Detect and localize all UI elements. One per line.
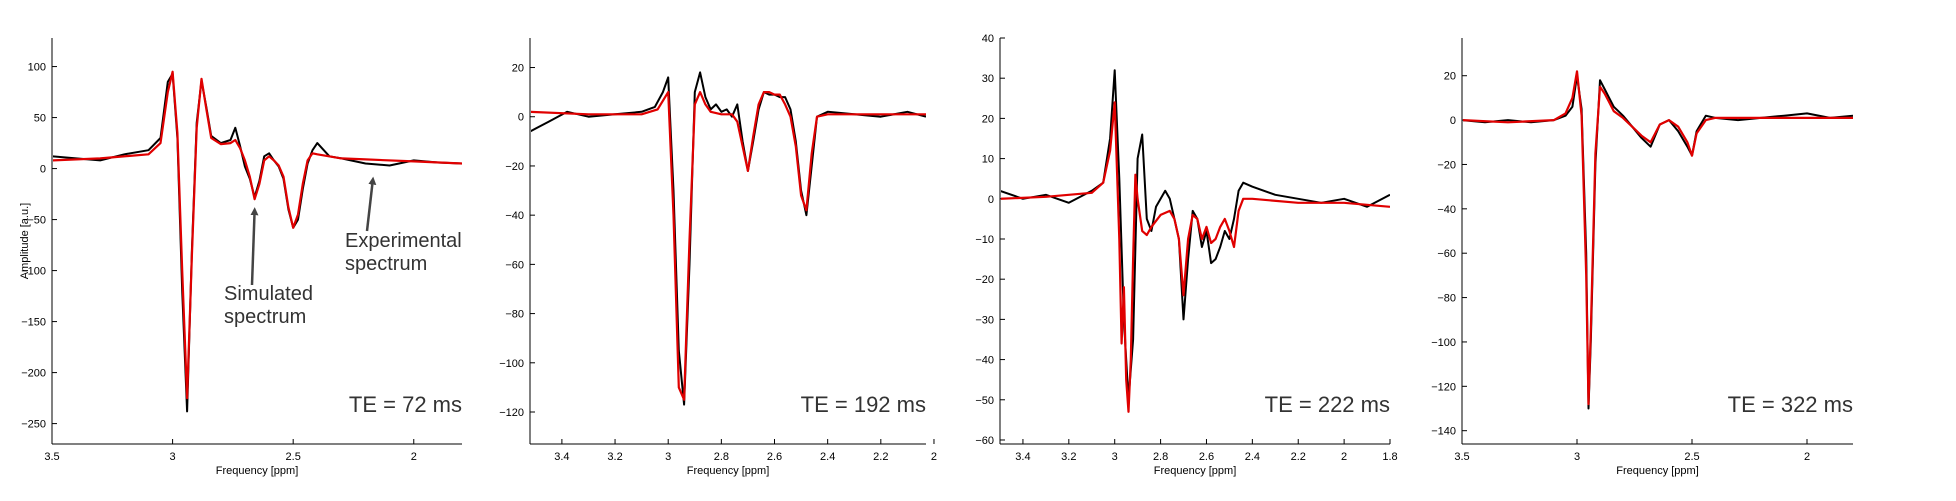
x-tick-label: 2.8 xyxy=(714,451,729,463)
x-tick-label: 2.6 xyxy=(767,451,782,463)
x-tick-label: 3.4 xyxy=(1015,451,1030,463)
y-tick-label: −50 xyxy=(27,215,46,227)
experimental-spectrum-line xyxy=(1463,74,1853,410)
y-tick-label: −60 xyxy=(1437,248,1456,260)
x-tick-label: 3 xyxy=(1112,451,1118,463)
y-tick-label: 20 xyxy=(512,63,524,75)
y-axis-title: Amplitude [a.u.] xyxy=(19,203,31,279)
y-tick-label: −80 xyxy=(1437,293,1456,305)
panel-1: 100 50 0 −50 −100 −150 −200 −250 3.5 3 2.5 2 Frequen… xyxy=(19,38,462,477)
y-tick-label: 0 xyxy=(988,194,994,206)
x-tick-label: 2.4 xyxy=(820,451,835,463)
y-tick-label: 20 xyxy=(1444,71,1456,83)
simulated-spectrum-line xyxy=(1001,101,1390,413)
x-tick-label: 1.8 xyxy=(1382,451,1397,463)
y-tick-label: 0 xyxy=(40,164,46,176)
x-tick-label: 2 xyxy=(411,451,417,463)
x-tick-label: 2 xyxy=(1341,451,1347,463)
x-tick-label: 3.2 xyxy=(607,451,622,463)
panel-4: 20 0 −20 −40 −60 −80 −100 −120 −140 3.5 3 2.5 2 Frequ… xyxy=(1431,38,1853,477)
x-tick-label: 2 xyxy=(931,451,937,463)
experimental-spectrum-line xyxy=(531,71,926,406)
annotation-text: spectrum xyxy=(224,306,306,328)
x-tick-label: 2.6 xyxy=(1199,451,1214,463)
annotation-text: spectrum xyxy=(345,253,427,275)
panel-2: 20 0 −20 −40 −60 −80 −100 −120 3.4 3.2 3 2.8 2.6 2.4 2… xyxy=(499,38,937,477)
y-tick-label: 40 xyxy=(982,33,994,45)
y-tick-label: −150 xyxy=(21,317,46,329)
x-tick-label: 2.4 xyxy=(1245,451,1260,463)
annotation-text: Experimental xyxy=(345,230,462,252)
y-tick-label: 0 xyxy=(518,112,524,124)
y-tick-label: −20 xyxy=(505,161,524,173)
te-label: TE = 192 ms xyxy=(801,392,926,417)
y-tick-label: 10 xyxy=(982,154,994,166)
simulated-spectrum-line xyxy=(531,91,926,401)
annotation-arrow xyxy=(365,176,377,232)
y-tick-label: −40 xyxy=(1437,204,1456,216)
x-axis-title: Frequency [ppm] xyxy=(216,465,299,477)
te-label: TE = 72 ms xyxy=(349,392,462,417)
x-tick-label: 3.5 xyxy=(44,451,59,463)
x-tick-label: 3 xyxy=(1574,451,1580,463)
x-tick-label: 3.2 xyxy=(1061,451,1076,463)
y-tick-label: 20 xyxy=(982,113,994,125)
x-tick-label: 3.5 xyxy=(1454,451,1469,463)
simulated-spectrum-line xyxy=(53,70,462,400)
x-tick-label: 2.2 xyxy=(873,451,888,463)
y-tick-label: −80 xyxy=(505,309,524,321)
y-tick-label: −250 xyxy=(21,419,46,431)
y-tick-label: −100 xyxy=(499,358,524,370)
x-tick-label: 2.8 xyxy=(1153,451,1168,463)
y-tick-label: −10 xyxy=(975,234,994,246)
y-tick-label: −200 xyxy=(21,368,46,380)
te-label: TE = 322 ms xyxy=(1728,392,1853,417)
y-tick-label: −40 xyxy=(975,355,994,367)
x-tick-label: 2.5 xyxy=(286,451,301,463)
y-tick-label: 0 xyxy=(1450,115,1456,127)
x-axis-title: Frequency [ppm] xyxy=(1616,465,1699,477)
x-axis-title: Frequency [ppm] xyxy=(1154,465,1237,477)
x-tick-label: 2.2 xyxy=(1291,451,1306,463)
y-tick-label: −20 xyxy=(975,274,994,286)
y-tick-label: −30 xyxy=(975,314,994,326)
panel-3: 40 30 20 10 0 −10 −20 −30 −40 −50 −60 3.4 3.2 3 2.8 2.6… xyxy=(975,33,1397,477)
y-tick-label: −120 xyxy=(1431,381,1456,393)
y-tick-label: −20 xyxy=(1437,159,1456,171)
simulated-spectrum-line xyxy=(1463,70,1853,406)
y-tick-label: −60 xyxy=(975,435,994,447)
x-axis-title: Frequency [ppm] xyxy=(687,465,770,477)
y-tick-label: −140 xyxy=(1431,426,1456,438)
y-tick-label: −120 xyxy=(499,407,524,419)
x-tick-label: 2 xyxy=(1804,451,1810,463)
experimental-spectrum-line xyxy=(1001,69,1390,401)
y-tick-label: 100 xyxy=(28,62,46,74)
x-tick-label: 3.4 xyxy=(554,451,569,463)
y-tick-label: −100 xyxy=(1431,337,1456,349)
y-tick-label: −40 xyxy=(505,210,524,222)
annotation-arrow xyxy=(250,207,259,286)
annotation-text: Simulated xyxy=(224,283,313,305)
y-tick-label: 50 xyxy=(34,113,46,125)
x-tick-label: 2.5 xyxy=(1684,451,1699,463)
x-tick-label: 3 xyxy=(170,451,176,463)
y-tick-label: −50 xyxy=(975,395,994,407)
y-tick-label: 30 xyxy=(982,73,994,85)
te-label: TE = 222 ms xyxy=(1265,392,1390,417)
y-tick-label: −60 xyxy=(505,259,524,271)
y-tick-label: −100 xyxy=(21,266,46,278)
x-tick-label: 3 xyxy=(665,451,671,463)
